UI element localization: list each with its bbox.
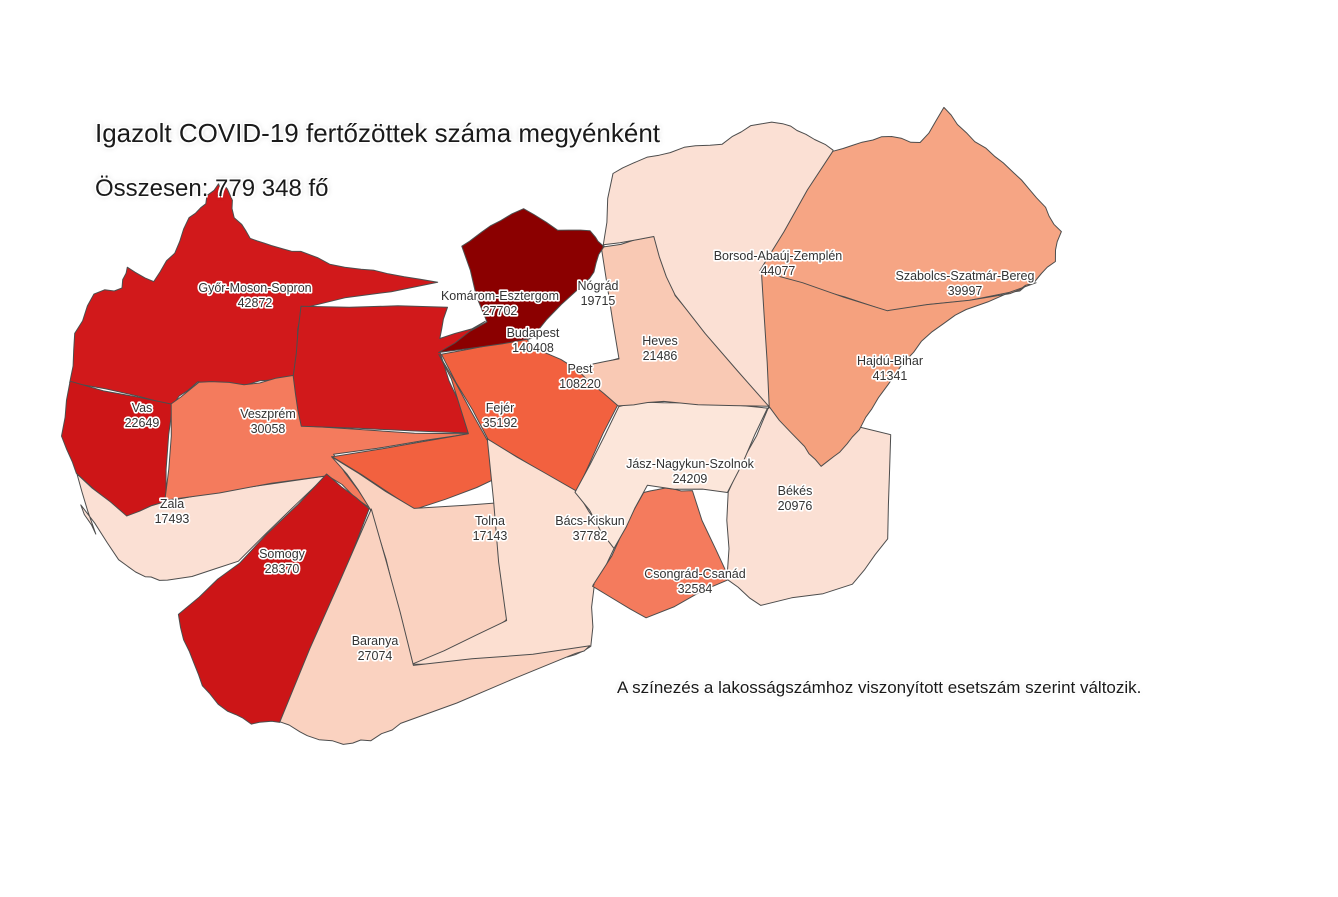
svg-text:Szabolcs-Szatmár-Bereg: Szabolcs-Szatmár-Bereg	[896, 269, 1035, 283]
svg-text:24209: 24209	[673, 472, 708, 486]
svg-text:Fejér: Fejér	[486, 401, 514, 415]
svg-text:42872: 42872	[238, 296, 273, 310]
svg-text:Heves: Heves	[642, 334, 677, 348]
svg-text:108220: 108220	[559, 377, 601, 391]
svg-text:44077: 44077	[761, 264, 796, 278]
svg-text:Zala: Zala	[160, 497, 184, 511]
svg-text:Békés: Békés	[778, 484, 813, 498]
svg-text:Tolna: Tolna	[475, 514, 505, 528]
svg-text:41341: 41341	[873, 369, 908, 383]
svg-text:35192: 35192	[483, 416, 518, 430]
svg-text:Borsod-Abaúj-Zemplén: Borsod-Abaúj-Zemplén	[714, 249, 843, 263]
svg-text:Jász-Nagykun-Szolnok: Jász-Nagykun-Szolnok	[626, 457, 755, 471]
svg-text:Hajdú-Bihar: Hajdú-Bihar	[857, 354, 923, 368]
svg-text:Veszprém: Veszprém	[240, 407, 296, 421]
svg-text:21486: 21486	[643, 349, 678, 363]
svg-text:Komárom-Esztergom: Komárom-Esztergom	[441, 289, 559, 303]
svg-text:Győr-Moson-Sopron: Győr-Moson-Sopron	[198, 281, 311, 295]
svg-text:Csongrád-Csanád: Csongrád-Csanád	[644, 567, 745, 581]
svg-text:140408: 140408	[512, 341, 554, 355]
svg-text:Nógrád: Nógrád	[578, 279, 619, 293]
svg-text:28370: 28370	[265, 562, 300, 576]
svg-text:Vas: Vas	[132, 401, 153, 415]
svg-text:37782: 37782	[573, 529, 608, 543]
svg-text:30058: 30058	[251, 422, 286, 436]
svg-text:Bács-Kiskun: Bács-Kiskun	[555, 514, 625, 528]
svg-text:22649: 22649	[125, 416, 160, 430]
svg-text:17143: 17143	[473, 529, 508, 543]
svg-text:Pest: Pest	[567, 362, 593, 376]
svg-text:20976: 20976	[778, 499, 813, 513]
svg-text:32584: 32584	[678, 582, 713, 596]
svg-text:19715: 19715	[581, 294, 616, 308]
svg-text:39997: 39997	[948, 284, 983, 298]
svg-text:27702: 27702	[483, 304, 518, 318]
svg-text:27074: 27074	[358, 649, 393, 663]
svg-text:Somogy: Somogy	[259, 547, 306, 561]
svg-text:Baranya: Baranya	[352, 634, 399, 648]
svg-text:Budapest: Budapest	[507, 326, 560, 340]
svg-text:17493: 17493	[155, 512, 190, 526]
